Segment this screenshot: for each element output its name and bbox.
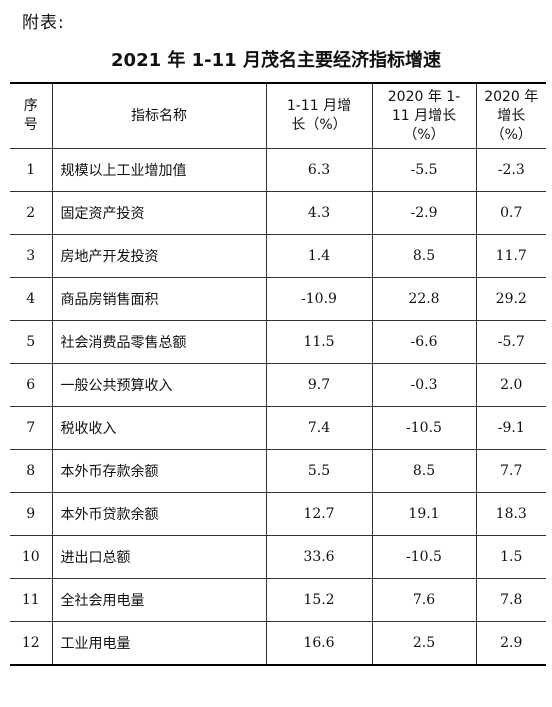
header-name: 指标名称 [51,82,267,149]
row-indicator-name: 固定资产投资 [51,191,267,235]
table-row: 2 固定资产投资 4.3 -2.9 0.7 [10,191,546,235]
attachment-label: 附表: [22,13,65,33]
header-cur-text: 1-11 月增长（%） [286,98,352,133]
row-cur-growth: 4.3 [265,191,373,235]
header-full: 2020 年增长（%） [475,82,546,149]
header-cur: 1-11 月增长（%） [265,82,373,149]
table-row: 12 工业用电量 16.6 2.5 2.9 [10,621,546,666]
table-row: 10 进出口总额 33.6 -10.5 1.5 [10,535,546,579]
row-cur-growth: 5.5 [265,449,373,493]
indicator-table: 序号 指标名称 1-11 月增长（%） 2020 年 1-11 月增长（%） 2… [10,82,546,666]
row-full-growth: 2.9 [475,621,546,666]
table-row: 6 一般公共预算收入 9.7 -0.3 2.0 [10,363,546,407]
row-index: 1 [10,148,53,192]
table-row: 7 税收收入 7.4 -10.5 -9.1 [10,406,546,450]
header-prev-text: 2020 年 1-11 月增长（%） [387,88,461,143]
row-index: 7 [10,406,53,450]
row-indicator-name: 本外币存款余额 [51,449,267,493]
row-index: 12 [10,621,53,666]
table-row: 4 商品房销售面积 -10.9 22.8 29.2 [10,277,546,321]
table-row: 11 全社会用电量 15.2 7.6 7.8 [10,578,546,622]
row-full-growth: 29.2 [475,277,546,321]
row-cur-growth: -10.9 [265,277,373,321]
row-full-growth: 2.0 [475,363,546,407]
row-prev-growth: 8.5 [371,449,477,493]
row-index: 11 [10,578,53,622]
row-full-growth: -9.1 [475,406,546,450]
row-index: 4 [10,277,53,321]
row-cur-growth: 33.6 [265,535,373,579]
table-row: 5 社会消费品零售总额 11.5 -6.6 -5.7 [10,320,546,364]
table-row: 9 本外币贷款余额 12.7 19.1 18.3 [10,492,546,536]
row-full-growth: -2.3 [475,148,546,192]
row-full-growth: 7.7 [475,449,546,493]
row-full-growth: -5.7 [475,320,546,364]
header-prev: 2020 年 1-11 月增长（%） [371,82,477,149]
row-index: 9 [10,492,53,536]
row-index: 2 [10,191,53,235]
row-full-growth: 7.8 [475,578,546,622]
row-full-growth: 0.7 [475,191,546,235]
row-indicator-name: 税收收入 [51,406,267,450]
row-cur-growth: 7.4 [265,406,373,450]
row-index: 10 [10,535,53,579]
row-prev-growth: -10.5 [371,535,477,579]
row-cur-growth: 1.4 [265,234,373,278]
row-full-growth: 1.5 [475,535,546,579]
row-prev-growth: 22.8 [371,277,477,321]
row-indicator-name: 社会消费品零售总额 [51,320,267,364]
table-row: 1 规模以上工业增加值 6.3 -5.5 -2.3 [10,148,546,192]
row-indicator-name: 进出口总额 [51,535,267,579]
row-indicator-name: 规模以上工业增加值 [51,148,267,192]
table-row: 8 本外币存款余额 5.5 8.5 7.7 [10,449,546,493]
row-cur-growth: 6.3 [265,148,373,192]
row-indicator-name: 商品房销售面积 [51,277,267,321]
header-full-text: 2020 年增长（%） [484,88,539,143]
row-prev-growth: -2.9 [371,191,477,235]
row-prev-growth: -5.5 [371,148,477,192]
header-row: 序号 指标名称 1-11 月增长（%） 2020 年 1-11 月增长（%） 2… [10,82,546,149]
row-prev-growth: -6.6 [371,320,477,364]
row-indicator-name: 一般公共预算收入 [51,363,267,407]
row-cur-growth: 9.7 [265,363,373,407]
row-indicator-name: 工业用电量 [51,621,267,666]
row-cur-growth: 16.6 [265,621,373,666]
row-index: 3 [10,234,53,278]
row-index: 6 [10,363,53,407]
row-prev-growth: 8.5 [371,234,477,278]
header-idx-text: 序号 [23,98,38,133]
row-indicator-name: 房地产开发投资 [51,234,267,278]
row-cur-growth: 11.5 [265,320,373,364]
row-prev-growth: -10.5 [371,406,477,450]
table-title: 2021 年 1-11 月茂名主要经济指标增速 [111,50,441,71]
table-row: 3 房地产开发投资 1.4 8.5 11.7 [10,234,546,278]
row-full-growth: 11.7 [475,234,546,278]
header-idx: 序号 [10,82,53,149]
row-cur-growth: 15.2 [265,578,373,622]
row-full-growth: 18.3 [475,492,546,536]
row-prev-growth: 7.6 [371,578,477,622]
row-index: 5 [10,320,53,364]
row-indicator-name: 全社会用电量 [51,578,267,622]
row-indicator-name: 本外币贷款余额 [51,492,267,536]
row-prev-growth: -0.3 [371,363,477,407]
row-prev-growth: 19.1 [371,492,477,536]
row-prev-growth: 2.5 [371,621,477,666]
row-cur-growth: 12.7 [265,492,373,536]
row-index: 8 [10,449,53,493]
